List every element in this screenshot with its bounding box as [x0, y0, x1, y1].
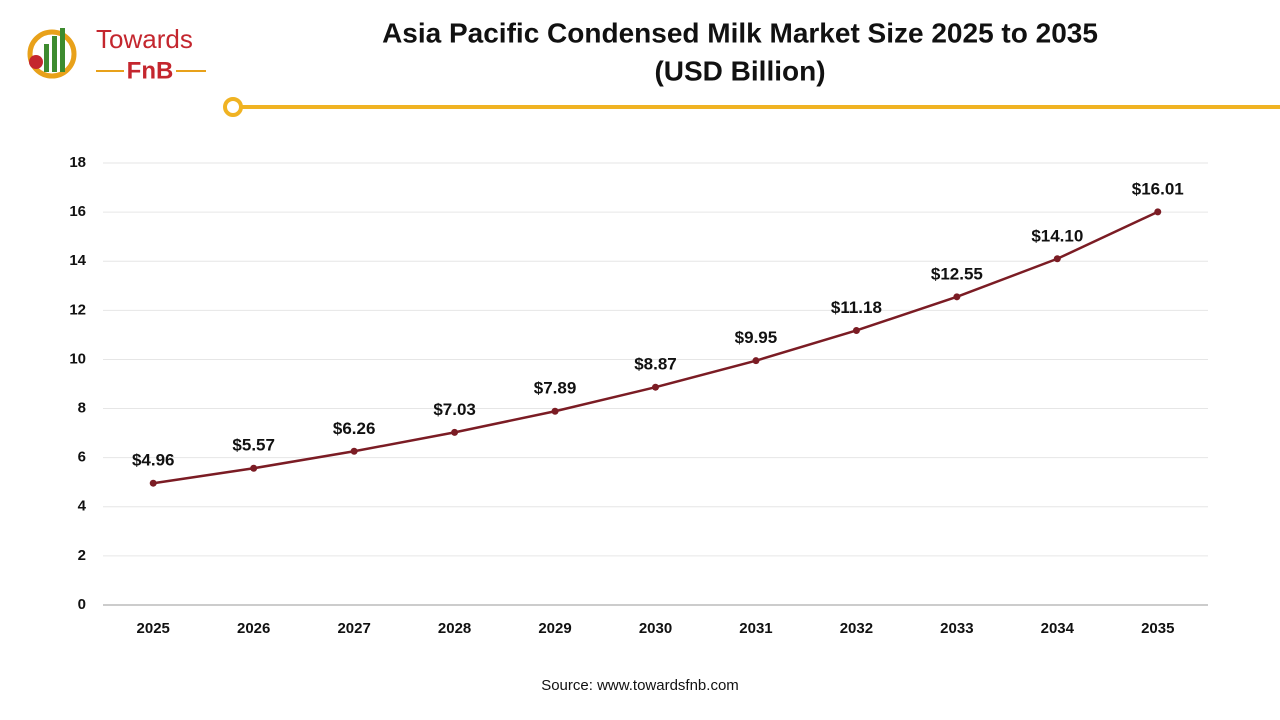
header-dot	[223, 97, 243, 117]
data-label: $16.01	[1132, 179, 1184, 198]
point	[250, 464, 258, 472]
y-tick-label: 10	[69, 350, 86, 367]
data-label: $9.95	[735, 328, 778, 347]
point	[451, 428, 459, 436]
data-label: $5.57	[232, 436, 275, 455]
y-tick-label: 4	[78, 498, 87, 515]
x-tick-label: 2034	[1041, 620, 1075, 637]
data-label: $12.55	[931, 264, 983, 283]
x-tick-label: 2029	[538, 620, 571, 637]
x-tick-label: 2025	[137, 620, 170, 637]
x-tick-label: 2030	[639, 620, 672, 637]
logo: Towards FnB	[27, 24, 206, 84]
y-tick-label: 6	[78, 449, 86, 466]
logo-drop	[29, 55, 43, 69]
brand-sub: FnB	[127, 57, 174, 84]
y-tick-label: 2	[78, 547, 86, 564]
point	[852, 326, 860, 334]
y-tick-label: 0	[78, 596, 86, 613]
point	[1154, 208, 1162, 216]
data-label: $11.18	[831, 298, 882, 317]
logo-ring	[27, 29, 77, 79]
logo-bar	[52, 36, 57, 72]
y-tick-label: 16	[69, 203, 86, 220]
y-tick-label: 18	[69, 154, 86, 171]
point	[652, 383, 659, 391]
x-tick-label: 2031	[739, 620, 772, 637]
data-label: $7.03	[433, 400, 476, 419]
point	[350, 447, 358, 455]
data-label: $4.96	[132, 451, 175, 470]
logo-bar	[44, 44, 49, 72]
x-tick-label: 2027	[337, 620, 370, 637]
data-label: $7.89	[534, 379, 577, 398]
point	[551, 407, 559, 415]
point	[149, 479, 157, 487]
source: Source: www.towardsfnb.com	[541, 677, 739, 694]
brand-name: Towards	[96, 24, 193, 54]
data-label: $6.26	[333, 419, 376, 438]
x-tick-label: 2033	[940, 620, 973, 637]
data-label: $14.10	[1031, 226, 1083, 245]
point	[752, 357, 760, 365]
data-label: $8.87	[634, 355, 677, 374]
point	[1053, 255, 1061, 263]
x-tick-label: 2028	[438, 620, 471, 637]
y-tick-label: 8	[78, 400, 86, 417]
y-tick-label: 14	[69, 252, 86, 269]
point	[953, 293, 961, 301]
x-tick-label: 2035	[1141, 620, 1174, 637]
y-tick-label: 12	[69, 301, 86, 318]
x-tick-label: 2032	[840, 620, 873, 637]
chart-subtitle: (USD Billion)	[654, 55, 825, 86]
x-tick-label: 2026	[237, 620, 270, 637]
logo-bar	[60, 28, 65, 72]
chart-title: Asia Pacific Condensed Milk Market Size …	[382, 17, 1098, 48]
